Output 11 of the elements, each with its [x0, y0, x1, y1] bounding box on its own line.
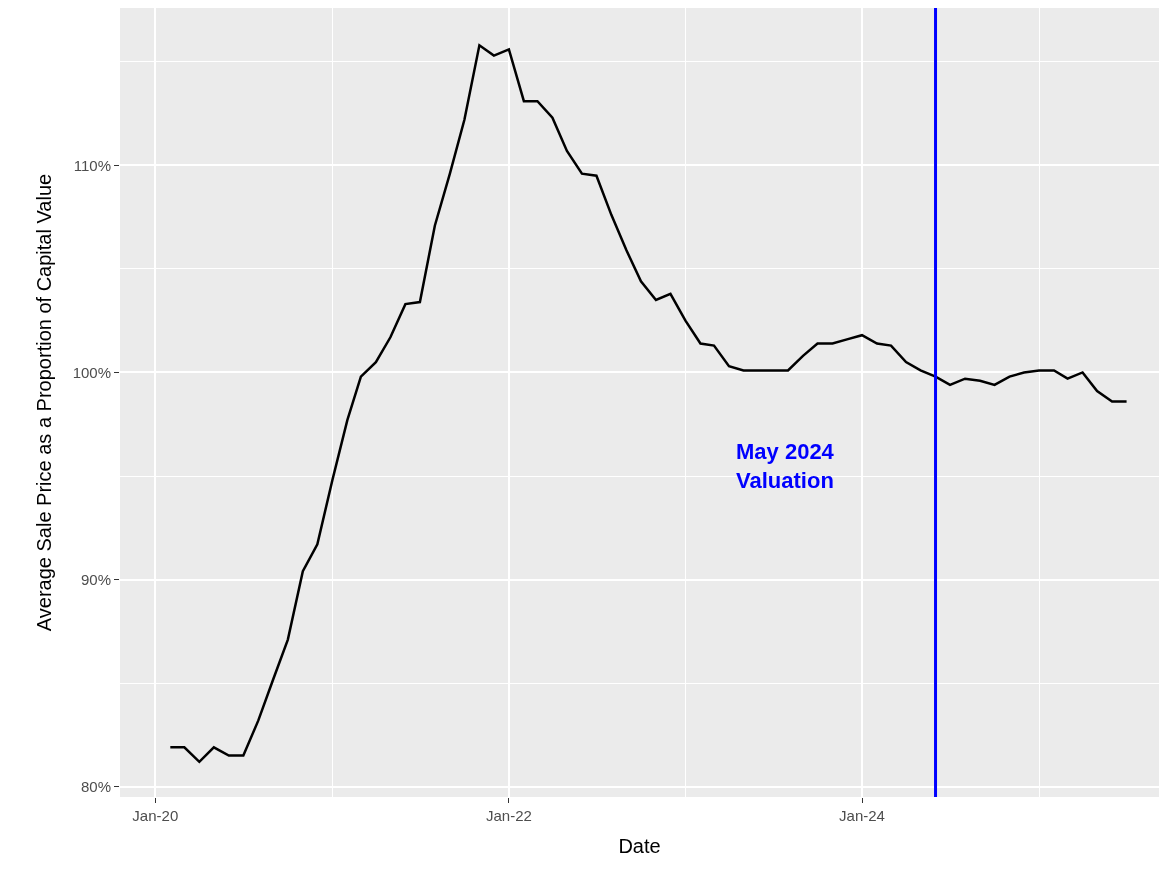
y-tick-label: 80% [80, 777, 111, 795]
ref-line-label: May 2024 Valuation [736, 439, 835, 493]
x-tick-label: Jan-22 [485, 807, 532, 824]
x-tick-label: Jan-20 [132, 807, 179, 824]
y-axis-title: Average Sale Price as a Proportion of Capital Value [33, 173, 56, 632]
x-axis-title: Date [618, 834, 661, 857]
y-tick-label: 90% [80, 570, 111, 588]
line-series [169, 44, 1128, 764]
y-tick-label: 100% [72, 363, 111, 381]
y-tick-label: 110% [73, 156, 111, 174]
x-tick-label: Jan-24 [839, 807, 885, 824]
